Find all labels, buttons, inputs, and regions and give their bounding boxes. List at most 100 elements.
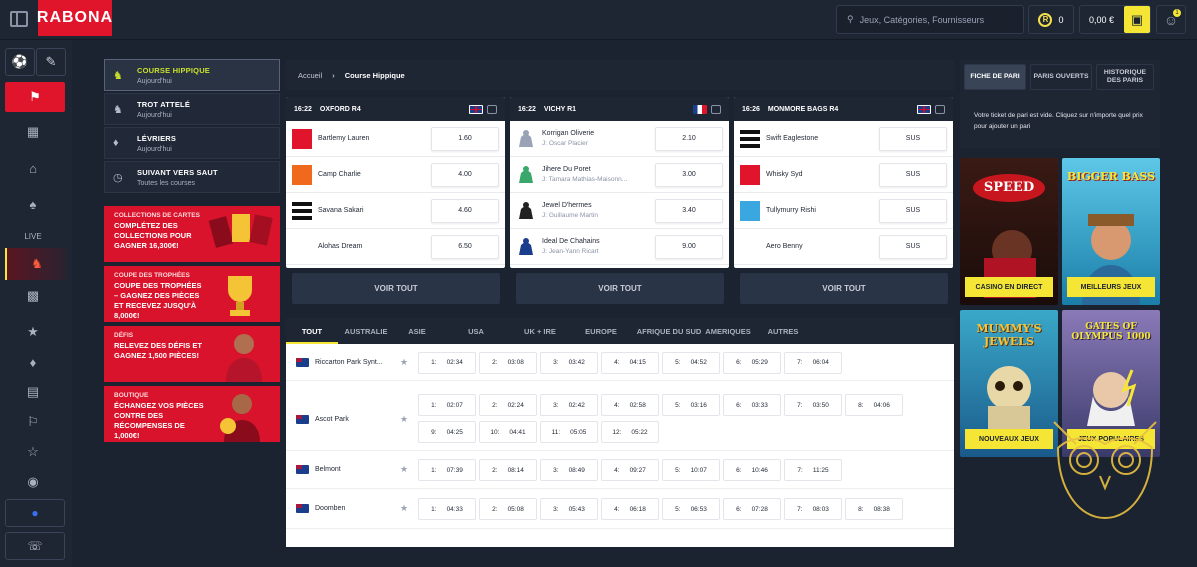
sports-tab-icon[interactable]: ⚽ xyxy=(5,48,35,76)
race-time-button[interactable]: 10: 04:41 xyxy=(479,421,537,443)
odds-button[interactable]: 9.00 xyxy=(655,234,723,259)
race-time-button[interactable]: 1: 04:33 xyxy=(418,498,476,520)
language-icon[interactable]: ● xyxy=(5,499,65,527)
race-time-button[interactable]: 5: 10:07 xyxy=(662,459,720,481)
region-tab[interactable]: TOUT xyxy=(301,326,323,336)
race-time-button[interactable]: 7: 08:03 xyxy=(784,498,842,520)
game-tile-new-games[interactable]: MUMMY'S JEWELS NOUVEAUX JEUX xyxy=(960,310,1058,457)
race-time-button[interactable]: 4: 09:27 xyxy=(601,459,659,481)
race-time-button[interactable]: 2: 03:08 xyxy=(479,351,537,374)
favorite-star-icon[interactable]: ★ xyxy=(400,356,409,367)
live-icon[interactable]: LIVE xyxy=(24,231,42,241)
race-time-button[interactable]: 6: 03:33 xyxy=(723,394,781,416)
meeting-name[interactable]: Doomben xyxy=(315,505,346,512)
race-time-button[interactable]: 7: 11:25 xyxy=(784,459,842,481)
odds-button[interactable]: SUS xyxy=(879,126,947,151)
odds-button[interactable]: 3.40 xyxy=(655,198,723,223)
meeting-name[interactable]: Riccarton Park Synt... xyxy=(315,358,383,366)
trophy-icon[interactable]: ★ xyxy=(27,324,39,339)
odds-button[interactable]: 1.60 xyxy=(431,126,499,151)
brand-logo[interactable]: RABONA xyxy=(37,0,112,36)
odds-button[interactable]: SUS xyxy=(879,234,947,259)
race-time-button[interactable]: 3: 05:43 xyxy=(540,498,598,520)
race-time-button[interactable]: 4: 06:18 xyxy=(601,498,659,520)
region-tab[interactable]: AMERIQUES xyxy=(705,326,751,336)
favorite-star-icon[interactable]: ★ xyxy=(400,464,409,474)
odds-button[interactable]: 6.50 xyxy=(431,234,499,259)
flag-icon[interactable]: ⚐ xyxy=(27,414,39,429)
user-button[interactable]: ☺ 1 xyxy=(1156,5,1186,34)
promo-card-collections[interactable]: Collections de cartes Complétez des coll… xyxy=(104,206,280,262)
race-time-button[interactable]: 3: 08:49 xyxy=(540,459,598,481)
casino-icon[interactable]: ♠ xyxy=(29,196,37,212)
race-time-button[interactable]: 2: 08:14 xyxy=(479,459,537,481)
race-time-button[interactable]: 7: 06:04 xyxy=(784,351,842,374)
favorite-star-icon[interactable]: ★ xyxy=(400,503,409,513)
race-time-button[interactable]: 6: 07:28 xyxy=(723,498,781,520)
race-time-button[interactable]: 5: 06:53 xyxy=(662,498,720,520)
horse-racing-icon[interactable]: ♞ xyxy=(5,248,67,280)
region-tab[interactable]: AFRIQUE DU SUD xyxy=(636,326,702,336)
virtual-icon[interactable]: ▩ xyxy=(26,288,40,303)
race-time-button[interactable]: 1: 02:07 xyxy=(418,394,476,416)
shop-icon[interactable]: ▤ xyxy=(26,384,40,399)
odds-button[interactable]: SUS xyxy=(879,198,947,223)
region-tab[interactable]: AUSTRALIE xyxy=(344,326,388,336)
race-time-button[interactable]: 3: 03:42 xyxy=(540,351,598,374)
see-all-button[interactable]: VOIR TOUT xyxy=(516,273,724,304)
promo-card-trophies[interactable]: Coupe des trophées Coupe des trophées – … xyxy=(104,266,280,322)
coins-button[interactable]: R 0 xyxy=(1028,5,1074,34)
race-time-button[interactable]: 8: 04:06 xyxy=(845,394,903,416)
odds-button[interactable]: SUS xyxy=(879,162,947,187)
meeting-name[interactable]: Ascot Park xyxy=(315,415,349,423)
balance-button[interactable]: 0,00 € ▣ xyxy=(1079,5,1151,34)
see-all-button[interactable]: VOIR TOUT xyxy=(292,273,500,304)
region-tab[interactable]: EUROPE xyxy=(585,326,617,336)
promo-card-shop[interactable]: Boutique Échangez vos pièces contre des … xyxy=(104,386,280,442)
race-time-button[interactable]: 9: 04:25 xyxy=(418,421,476,443)
race-time-button[interactable]: 7: 03:50 xyxy=(784,394,842,416)
favorite-star-icon[interactable]: ★ xyxy=(400,413,409,424)
tab-open-bets[interactable]: PARIS OUVERTS xyxy=(1030,64,1092,90)
home-icon[interactable]: ⌂ xyxy=(29,160,37,176)
category-greyhounds[interactable]: ♦ Lévriers Aujourd'hui xyxy=(104,127,280,159)
race-time-button[interactable]: 2: 05:08 xyxy=(479,498,537,520)
category-next-to-jump[interactable]: ◷ Suivant vers saut Toutes les courses xyxy=(104,161,280,193)
race-time-button[interactable]: 5: 03:16 xyxy=(662,394,720,416)
sidebar-toggle-icon[interactable] xyxy=(10,11,28,27)
promotions-icon[interactable]: ⚑ xyxy=(5,82,65,112)
race-time-button[interactable]: 1: 02:34 xyxy=(418,351,476,374)
meeting-name[interactable]: Belmont xyxy=(315,466,341,473)
odds-button[interactable]: 4.00 xyxy=(431,162,499,187)
search-input[interactable]: ⚲ Jeux, Catégories, Fournisseurs xyxy=(836,5,1024,34)
race-time-button[interactable]: 8: 08:38 xyxy=(845,498,903,520)
race-time-button[interactable]: 2: 02:24 xyxy=(479,394,537,416)
live-stream-icon[interactable] xyxy=(487,104,497,114)
region-tab[interactable]: ASIE xyxy=(408,326,426,336)
challenges-icon[interactable]: ♦ xyxy=(29,354,37,370)
odds-button[interactable]: 3.00 xyxy=(655,162,723,187)
race-time-button[interactable]: 6: 10:46 xyxy=(723,459,781,481)
cup-icon[interactable]: ☆ xyxy=(27,444,39,459)
odds-button[interactable]: 2.10 xyxy=(655,126,723,151)
game-tile-live-casino[interactable]: SPEED CASINO EN DIRECT xyxy=(960,158,1058,305)
tab-betslip[interactable]: FICHE DE PARI xyxy=(964,64,1026,90)
game-tile-popular-games[interactable]: GATES OF OLYMPUS 1000 JEUX POPULAIRES xyxy=(1062,310,1160,457)
race-time-button[interactable]: 3: 02:42 xyxy=(540,394,598,416)
race-time-button[interactable]: 4: 02:58 xyxy=(601,394,659,416)
see-all-button[interactable]: VOIR TOUT xyxy=(740,273,948,304)
race-time-button[interactable]: 4: 04:15 xyxy=(601,351,659,374)
promo-card-challenges[interactable]: Défis Relevez des défis et gagnez 1,500 … xyxy=(104,326,280,382)
support-icon[interactable]: ☏ xyxy=(5,532,65,560)
breadcrumb-home[interactable]: Accueil xyxy=(298,70,323,80)
region-tab[interactable]: AUTRES xyxy=(767,326,799,336)
game-tile-top-games[interactable]: BIGGER BASS MEILLEURS JEUX xyxy=(1062,158,1160,305)
tab-bet-history[interactable]: HISTORIQUE DES PARIS xyxy=(1096,64,1154,90)
region-tab[interactable]: USA xyxy=(468,326,484,336)
race-time-button[interactable]: 5: 04:52 xyxy=(662,351,720,374)
wallet-icon[interactable]: ▣ xyxy=(1124,6,1150,33)
race-time-button[interactable]: 12: 05:22 xyxy=(601,421,659,443)
chip-icon[interactable]: ◉ xyxy=(27,474,39,489)
category-trot[interactable]: ♞ Trot attelé Aujourd'hui xyxy=(104,93,280,125)
betslip-tab-icon[interactable]: ✎ xyxy=(36,48,66,76)
